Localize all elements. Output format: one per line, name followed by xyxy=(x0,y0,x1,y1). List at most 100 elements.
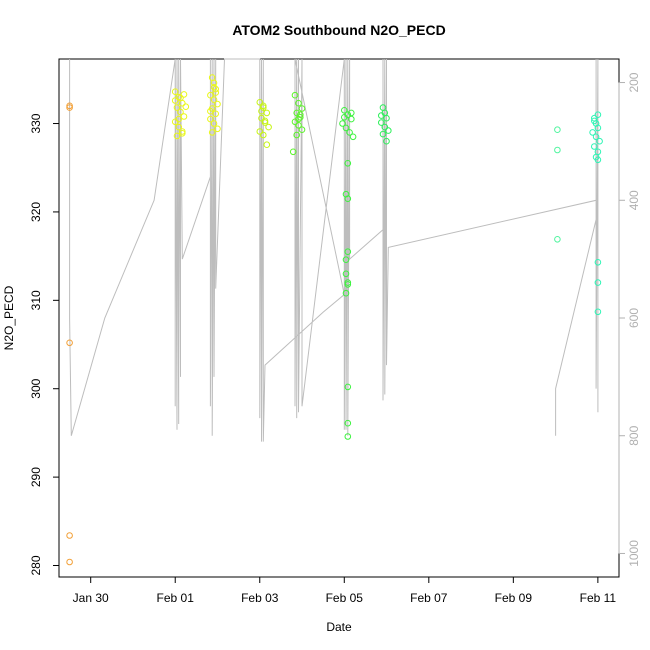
data-point xyxy=(179,130,186,137)
data-point xyxy=(263,109,271,117)
data-point xyxy=(554,146,561,154)
data-point xyxy=(344,160,352,167)
data-point xyxy=(297,114,304,121)
x-tick-label: Feb 01 xyxy=(157,591,195,605)
data-point xyxy=(293,109,301,117)
x-axis: Jan 30 Feb 01 Feb 03 Feb 05 Feb 07 Feb 09 Feb … xyxy=(73,576,617,605)
data-point xyxy=(208,129,216,136)
data-point xyxy=(381,123,389,131)
data-point xyxy=(66,558,73,566)
x-axis-label: Date xyxy=(326,620,352,634)
y-tick-label: 310 xyxy=(29,290,43,310)
y2-tick-label: 400 xyxy=(627,190,641,210)
y-tick-label: 290 xyxy=(29,467,43,487)
data-point xyxy=(383,137,390,145)
data-point xyxy=(594,156,602,164)
data-point xyxy=(341,114,348,121)
data-point xyxy=(348,115,355,123)
data-point xyxy=(591,117,598,125)
data-point xyxy=(210,84,218,91)
data-point xyxy=(66,339,73,347)
data-point xyxy=(180,91,188,98)
data-point xyxy=(344,281,352,288)
data-point xyxy=(66,532,73,539)
data-point xyxy=(66,104,73,111)
y2-tick-label: 600 xyxy=(627,308,641,328)
data-point xyxy=(554,126,561,133)
data-point xyxy=(210,79,218,87)
data-point xyxy=(180,113,188,120)
data-point xyxy=(339,120,346,127)
data-point xyxy=(383,114,390,122)
pressure-track xyxy=(69,58,599,442)
data-point xyxy=(589,129,596,136)
data-point xyxy=(214,100,221,108)
x-tick-label: Feb 07 xyxy=(410,591,448,605)
data-point xyxy=(592,133,600,141)
pressure-line xyxy=(69,58,599,442)
data-point xyxy=(177,94,184,102)
data-point xyxy=(182,103,190,110)
y-tick-label: 320 xyxy=(29,202,43,222)
data-point xyxy=(210,96,218,103)
data-point xyxy=(349,133,357,141)
data-point xyxy=(177,108,184,116)
data-point xyxy=(378,112,385,119)
data-point xyxy=(260,104,267,111)
y2-tick-label: 1000 xyxy=(627,540,641,567)
data-point xyxy=(379,130,387,138)
data-point xyxy=(175,115,182,123)
data-point xyxy=(298,126,306,133)
data-point xyxy=(214,125,221,133)
data-point xyxy=(298,105,306,112)
data-point xyxy=(297,111,304,118)
data-point xyxy=(344,279,352,286)
x-tick-label: Feb 05 xyxy=(326,591,364,605)
data-point xyxy=(260,102,267,110)
y2-tick-label: 200 xyxy=(627,72,641,92)
data-point xyxy=(295,99,302,107)
chart-title: ATOM2 Southbound N2O_PECD xyxy=(232,22,445,38)
x-tick-label: Jan 30 xyxy=(73,591,109,605)
y-tick-label: 300 xyxy=(29,378,43,398)
data-point xyxy=(175,123,182,131)
data-point xyxy=(344,248,352,255)
data-point xyxy=(344,383,352,391)
data-point xyxy=(342,124,350,132)
data-point xyxy=(342,289,350,297)
data-point xyxy=(594,279,602,286)
data-point xyxy=(179,128,186,135)
data-point xyxy=(207,91,214,99)
data-point xyxy=(171,97,179,104)
x-tick-label: Feb 09 xyxy=(495,591,533,605)
data-point xyxy=(207,115,214,123)
data-point xyxy=(594,259,602,266)
data-point xyxy=(66,102,73,110)
data-point xyxy=(378,119,385,126)
right-pressure-axis: 200 400 600 800 1000 xyxy=(618,72,641,567)
plot-frame xyxy=(58,58,620,578)
data-point xyxy=(256,128,264,135)
data-point xyxy=(346,129,353,136)
data-point xyxy=(171,88,179,95)
x-tick-label: Feb 11 xyxy=(580,591,617,605)
data-point xyxy=(342,270,350,278)
data-point xyxy=(212,85,219,93)
y-axis-label: N2O_PECD xyxy=(2,285,16,350)
data-point xyxy=(256,99,264,106)
data-point xyxy=(207,107,214,115)
y2-tick-label: 800 xyxy=(627,425,641,445)
data-point xyxy=(261,117,269,125)
data-point xyxy=(344,433,352,440)
data-point xyxy=(210,120,218,127)
data-point xyxy=(594,111,602,118)
data-point xyxy=(263,141,271,148)
data-point xyxy=(260,131,267,139)
data-point xyxy=(344,195,352,202)
y-tick-label: 280 xyxy=(29,555,43,575)
data-point xyxy=(348,109,355,117)
data-point xyxy=(289,148,297,156)
data-point xyxy=(594,308,602,316)
data-point xyxy=(591,143,598,150)
